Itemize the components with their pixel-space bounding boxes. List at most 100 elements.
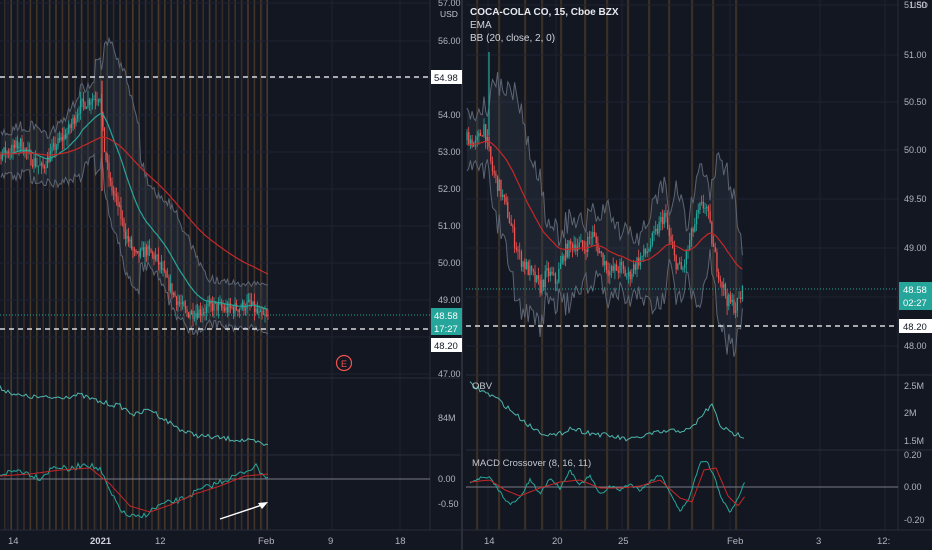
trend-arrow-line[interactable] xyxy=(219,504,263,520)
candle-body xyxy=(127,235,130,242)
candle-body xyxy=(534,271,536,282)
left-time-axis[interactable]: 14 2021 12 Feb 9 18 xyxy=(8,536,406,547)
right-last-marker: 48.58 xyxy=(903,285,927,296)
candle-body xyxy=(67,124,70,133)
candle-body xyxy=(617,270,619,273)
candle-body xyxy=(566,243,568,257)
candle-body xyxy=(21,138,23,152)
candle-body xyxy=(556,282,558,284)
candle-body xyxy=(595,236,597,243)
candle-body xyxy=(609,271,611,276)
candle-body xyxy=(485,124,487,143)
candle-body xyxy=(160,262,163,270)
right-currency-label: USD xyxy=(910,0,928,10)
left-high-marker: 54.98 xyxy=(434,73,458,84)
candle-body xyxy=(60,136,62,140)
right-macd-tick: -0.20 xyxy=(904,515,925,525)
candle-body xyxy=(656,228,659,234)
candle-body xyxy=(175,296,178,305)
candle-body xyxy=(186,309,188,313)
trend-arrow-head xyxy=(258,502,268,509)
session-stripe xyxy=(36,0,38,530)
candle-body xyxy=(58,138,61,140)
ema-legend[interactable]: EMA xyxy=(470,20,492,31)
symbol-legend[interactable]: COCA-COLA CO, 15, Cboe BZX EMA BB (20, c… xyxy=(470,6,619,45)
candle-body xyxy=(228,303,230,313)
candle-body xyxy=(631,273,633,280)
candle-body xyxy=(599,251,601,254)
session-stripe xyxy=(260,0,262,530)
candle-body xyxy=(114,193,116,196)
candle-body xyxy=(31,165,34,167)
left-time-tick: 18 xyxy=(395,536,406,547)
candle-body xyxy=(668,228,670,236)
macd-legend[interactable]: MACD Crossover (8, 16, 11) xyxy=(472,458,592,469)
candle-body xyxy=(735,310,737,313)
candle-body xyxy=(663,212,665,225)
earnings-marker[interactable] xyxy=(335,354,353,372)
obv-legend[interactable]: OBV xyxy=(472,381,493,392)
candle-body xyxy=(162,268,164,270)
session-stripe xyxy=(247,0,249,530)
candle-body xyxy=(479,132,482,136)
right-time-tick: 25 xyxy=(618,536,629,547)
candle-body xyxy=(115,195,118,197)
right-time-axis[interactable]: 14 20 25 Feb 3 12: xyxy=(484,536,890,547)
candle-body xyxy=(636,257,638,270)
candle-body xyxy=(677,263,679,270)
candle-body xyxy=(490,146,492,162)
left-low-marker: 48.20 xyxy=(434,341,458,352)
right-price-axis[interactable]: 51.50 51.00 50.50 50.00 49.50 49.00 48.0… xyxy=(904,0,927,351)
candle-body xyxy=(524,261,526,269)
candle-body xyxy=(225,306,227,311)
candle-body xyxy=(3,147,5,154)
candle-body xyxy=(529,265,531,275)
session-stripe xyxy=(215,0,217,530)
candle-body xyxy=(699,203,701,210)
candle-body xyxy=(64,134,67,139)
candle-body xyxy=(72,117,74,124)
candle-body xyxy=(548,268,550,276)
candle-body xyxy=(171,283,173,295)
candle-body xyxy=(706,206,708,209)
candle-body xyxy=(15,140,17,148)
left-price-axis[interactable]: 57.00 56.00 54.00 53.00 52.00 51.00 50.0… xyxy=(438,0,461,379)
candle-body xyxy=(697,209,699,214)
candle-body xyxy=(66,133,68,139)
candle-body xyxy=(55,146,58,150)
candle-body xyxy=(570,240,572,245)
session-stripe xyxy=(170,0,172,530)
candle-body xyxy=(605,261,608,271)
bb-legend[interactable]: BB (20, close, 2, 0) xyxy=(470,33,556,44)
candle-body xyxy=(105,152,107,161)
candle-body xyxy=(582,240,584,247)
candle-body xyxy=(716,252,718,272)
candle-body xyxy=(169,283,172,291)
candle-body xyxy=(690,228,693,241)
candle-body xyxy=(493,171,495,174)
candle-body xyxy=(109,178,112,182)
session-stripe xyxy=(240,0,243,530)
candle-body xyxy=(646,251,648,254)
candle-body xyxy=(471,139,473,147)
candle-body xyxy=(223,308,226,311)
candle-body xyxy=(217,303,220,311)
session-stripe xyxy=(29,0,32,530)
candle-body xyxy=(626,276,628,277)
right-time-tick: 14 xyxy=(484,536,495,547)
session-stripe xyxy=(648,0,651,530)
candle-body xyxy=(680,262,682,270)
candle-body xyxy=(184,306,187,310)
candle-body xyxy=(486,136,488,143)
session-stripe xyxy=(712,0,715,530)
candle-body xyxy=(141,247,143,250)
candle-body xyxy=(614,264,616,271)
candle-body xyxy=(45,167,47,169)
left-macd-tick: 0.00 xyxy=(438,474,456,484)
candle-body xyxy=(585,249,587,252)
candle-body xyxy=(483,124,485,137)
session-stripe xyxy=(93,0,96,530)
candle-body xyxy=(54,143,56,150)
candle-body xyxy=(704,208,706,210)
